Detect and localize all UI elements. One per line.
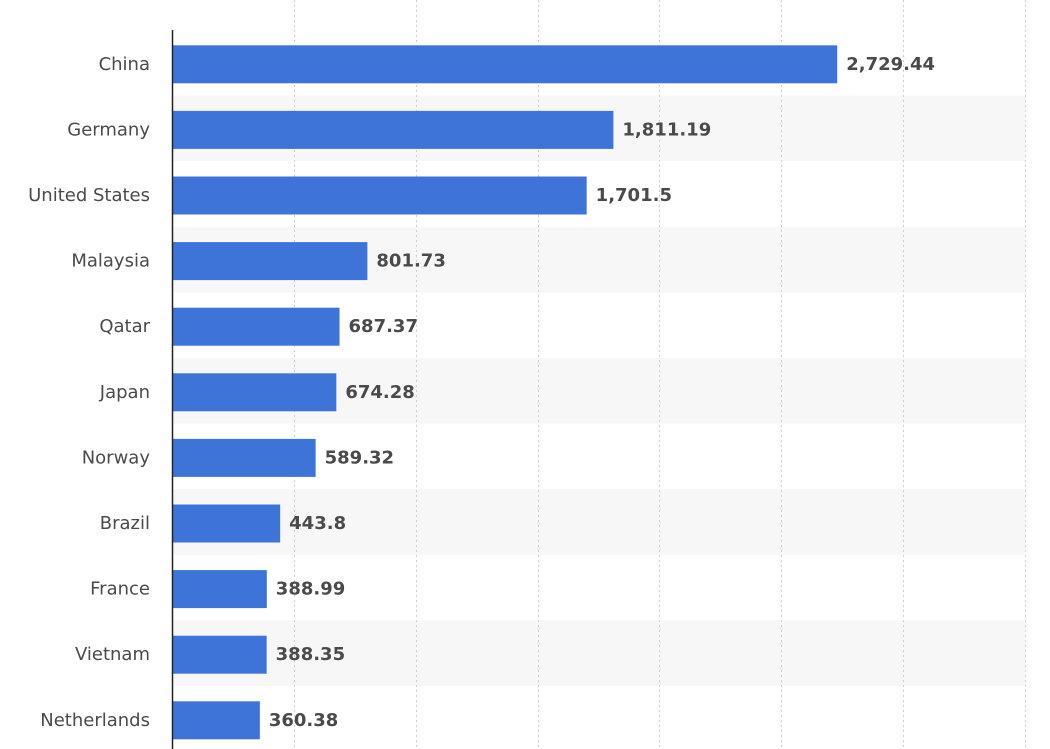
category-label: Qatar bbox=[99, 316, 150, 337]
bar-china bbox=[172, 45, 838, 84]
value-label: 1,701.5 bbox=[596, 185, 672, 206]
value-label: 589.32 bbox=[325, 447, 394, 468]
category-label: Malaysia bbox=[71, 251, 150, 272]
value-label: 388.35 bbox=[276, 644, 345, 665]
value-label: 360.38 bbox=[269, 710, 338, 731]
bar-vietnam bbox=[172, 635, 267, 674]
category-label: United States bbox=[28, 185, 150, 206]
category-label: Japan bbox=[99, 382, 150, 403]
category-label: France bbox=[90, 579, 150, 600]
bar-layer bbox=[172, 45, 838, 740]
category-label: Norway bbox=[82, 447, 151, 468]
category-label: Germany bbox=[67, 119, 150, 140]
value-label: 388.99 bbox=[276, 579, 345, 600]
value-label: 443.8 bbox=[289, 513, 346, 534]
value-label-layer: 2,729.44 1,811.19 1,701.5 801.73 687.37 674.2… bbox=[269, 54, 935, 731]
bar-france bbox=[172, 570, 267, 609]
bar-malaysia bbox=[172, 242, 368, 281]
row-band-7 bbox=[172, 489, 1025, 555]
value-label: 2,729.44 bbox=[846, 54, 935, 75]
category-label: China bbox=[99, 54, 150, 75]
bar-norway bbox=[172, 438, 316, 477]
category-label-layer: China Germany United States Malaysia Qatar Ja… bbox=[28, 54, 150, 731]
bar-united-states bbox=[172, 176, 587, 215]
value-label: 687.37 bbox=[349, 316, 418, 337]
bar-qatar bbox=[172, 307, 340, 346]
value-label: 674.28 bbox=[345, 382, 414, 403]
row-background-layer bbox=[172, 95, 1025, 686]
value-label: 1,811.19 bbox=[622, 119, 711, 140]
bar-netherlands bbox=[172, 701, 260, 740]
category-label: Brazil bbox=[100, 513, 150, 534]
row-band-9 bbox=[172, 620, 1025, 686]
category-label: Netherlands bbox=[40, 710, 150, 731]
category-label: Vietnam bbox=[75, 644, 150, 665]
bar-japan bbox=[172, 373, 337, 412]
bar-brazil bbox=[172, 504, 281, 543]
value-label: 801.73 bbox=[376, 251, 445, 272]
bar-germany bbox=[172, 110, 614, 149]
